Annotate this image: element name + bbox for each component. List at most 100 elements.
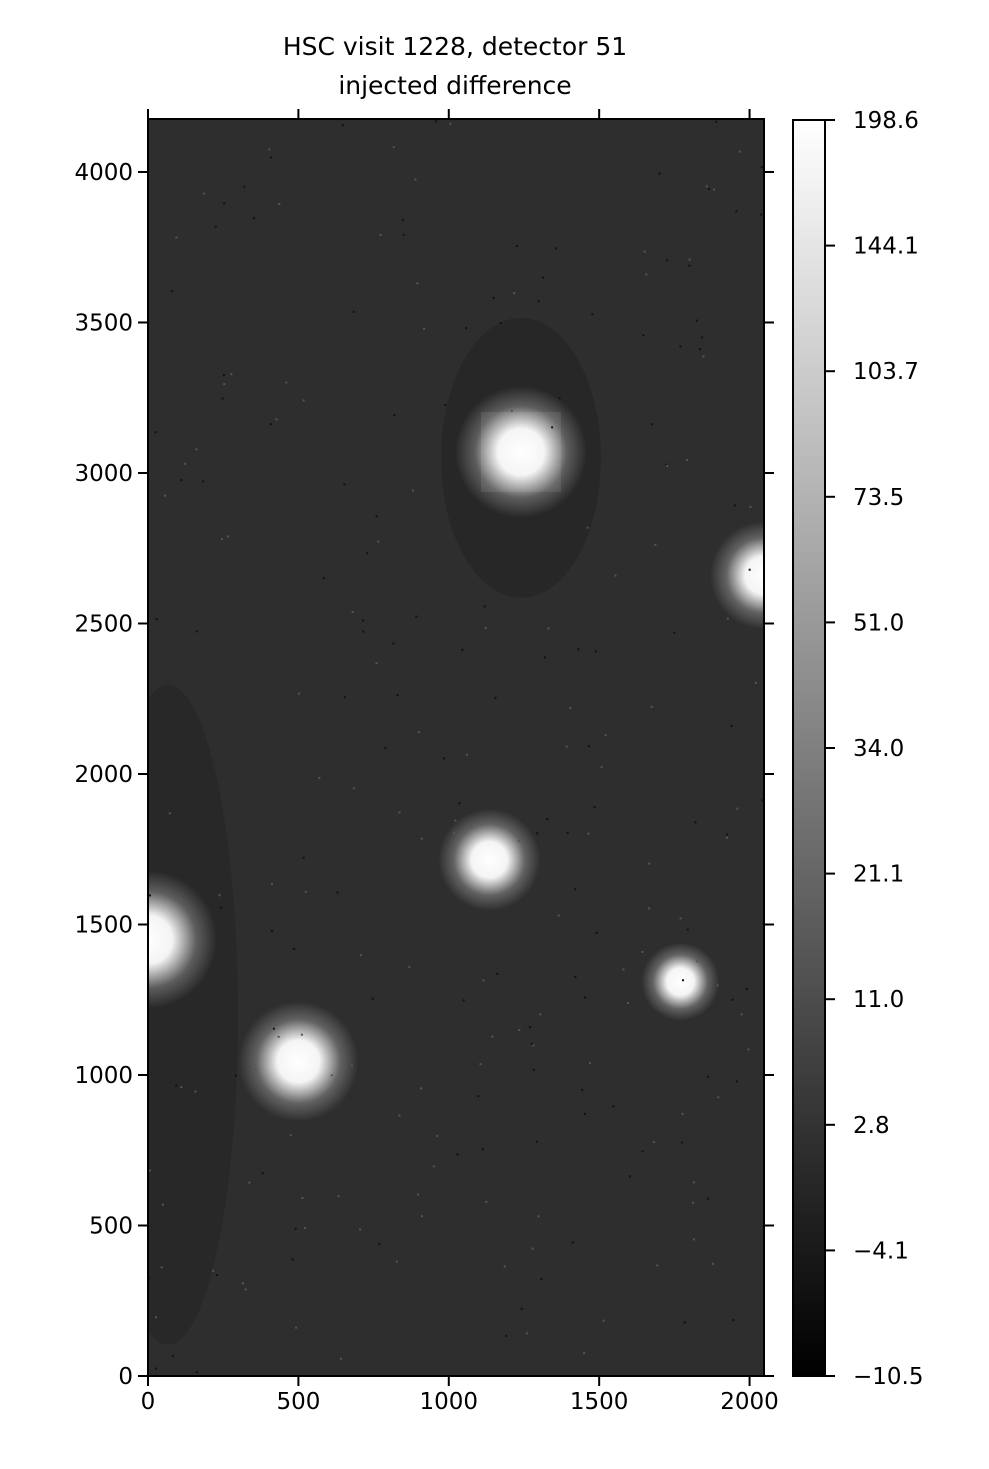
noise-pixel <box>377 540 380 543</box>
noise-pixel <box>350 1064 353 1067</box>
noise-pixel <box>482 979 485 982</box>
noise-pixel <box>656 1264 659 1267</box>
noise-pixel <box>155 1367 158 1370</box>
noise-pixel <box>411 489 414 492</box>
noise-pixel <box>705 185 708 188</box>
noise-pixel <box>420 837 423 840</box>
noise-pixel <box>583 1352 586 1355</box>
noise-pixel <box>361 619 364 622</box>
colorbar-tick-label: 21.1 <box>853 862 904 888</box>
noise-pixel <box>682 979 685 982</box>
noise-pixel <box>359 1228 362 1231</box>
noise-pixel <box>648 977 651 980</box>
noise-pixel <box>212 1269 215 1272</box>
y-tick-label: 1000 <box>74 1063 133 1089</box>
noise-pixel <box>371 997 374 1000</box>
noise-pixel <box>449 122 452 125</box>
noise-pixel <box>483 605 486 608</box>
noise-pixel <box>594 650 597 653</box>
noise-pixel <box>434 120 437 123</box>
noise-pixel <box>195 630 198 633</box>
noise-pixel <box>726 617 729 620</box>
noise-pixel <box>499 321 502 324</box>
noise-pixel <box>184 462 187 465</box>
noise-pixel <box>398 811 401 814</box>
noise-pixel <box>503 1265 506 1268</box>
noise-pixel <box>698 348 701 351</box>
y-tick-label: 1500 <box>74 912 133 938</box>
noise-pixel <box>202 480 205 483</box>
noise-pixel <box>696 960 699 963</box>
noise-pixel <box>253 217 256 220</box>
noise-pixel <box>642 334 645 337</box>
noise-pixel <box>408 965 411 968</box>
noise-pixel <box>340 1357 343 1360</box>
noise-pixel <box>537 1215 540 1218</box>
noise-pixel <box>270 882 273 885</box>
noise-pixel <box>362 630 365 633</box>
noise-pixel <box>673 631 676 634</box>
noise-pixel <box>516 245 519 248</box>
noise-pixel <box>528 1026 531 1029</box>
noise-pixel <box>414 178 417 181</box>
noise-pixel <box>557 914 560 917</box>
noise-pixel <box>517 840 520 843</box>
noise-pixel <box>629 1175 632 1178</box>
noise-pixel <box>735 210 738 213</box>
noise-pixel <box>291 1258 294 1261</box>
source-4 <box>641 942 720 1021</box>
noise-pixel <box>707 1197 710 1200</box>
colorbar-tick-label: 73.5 <box>853 485 904 511</box>
noise-pixel <box>337 1195 340 1198</box>
noise-pixel <box>686 459 689 462</box>
noise-pixel <box>330 1074 333 1077</box>
x-tick-label: 1000 <box>420 1389 479 1415</box>
noise-pixel <box>218 894 221 897</box>
noise-pixel <box>496 972 499 975</box>
noise-pixel <box>736 807 739 810</box>
noise-pixel <box>484 627 487 630</box>
noise-pixel <box>651 423 654 426</box>
noise-pixel <box>161 1203 164 1206</box>
source-1 <box>148 870 217 1009</box>
noise-pixel <box>692 1238 695 1241</box>
noise-pixel <box>275 418 278 421</box>
noise-pixel <box>352 787 355 790</box>
plot-frame <box>147 118 765 1377</box>
noise-pixel <box>494 696 497 699</box>
noise-pixel <box>226 535 229 538</box>
noise-pixel <box>304 1227 307 1230</box>
noise-pixel <box>436 1134 439 1137</box>
noise-pixel <box>692 1181 695 1184</box>
noise-pixel <box>195 1371 198 1374</box>
colorbar <box>792 119 826 1377</box>
noise-pixel <box>707 187 710 190</box>
noise-pixel <box>230 373 233 376</box>
noise-pixel <box>518 1029 521 1032</box>
noise-pixel <box>536 832 539 835</box>
y-tick-label: 500 <box>89 1213 133 1239</box>
noise-pixel <box>641 950 644 953</box>
colorbar-tick-label: −10.5 <box>853 1364 923 1390</box>
noise-pixel <box>215 1274 218 1277</box>
noise-pixel <box>432 1165 435 1168</box>
noise-pixel <box>272 1027 275 1030</box>
noise-pixel <box>481 1148 484 1151</box>
colorbar-tick-label: −4.1 <box>853 1238 909 1264</box>
noise-pixel <box>477 1095 480 1098</box>
noise-pixel <box>551 426 554 429</box>
noise-pixel <box>417 1193 420 1196</box>
noise-pixel <box>587 745 590 748</box>
noise-pixel <box>195 448 198 451</box>
noise-pixel <box>761 799 764 802</box>
noise-pixel <box>396 694 399 697</box>
y-tick-label: 0 <box>118 1364 133 1390</box>
noise-pixel <box>602 1319 605 1322</box>
noise-pixel <box>243 185 246 188</box>
noise-pixel <box>716 984 719 987</box>
noise-pixel <box>417 731 420 734</box>
noise-pixel <box>465 327 468 330</box>
noise-pixel <box>416 282 419 285</box>
noise-pixel <box>654 543 657 546</box>
noise-pixel <box>711 1262 714 1265</box>
